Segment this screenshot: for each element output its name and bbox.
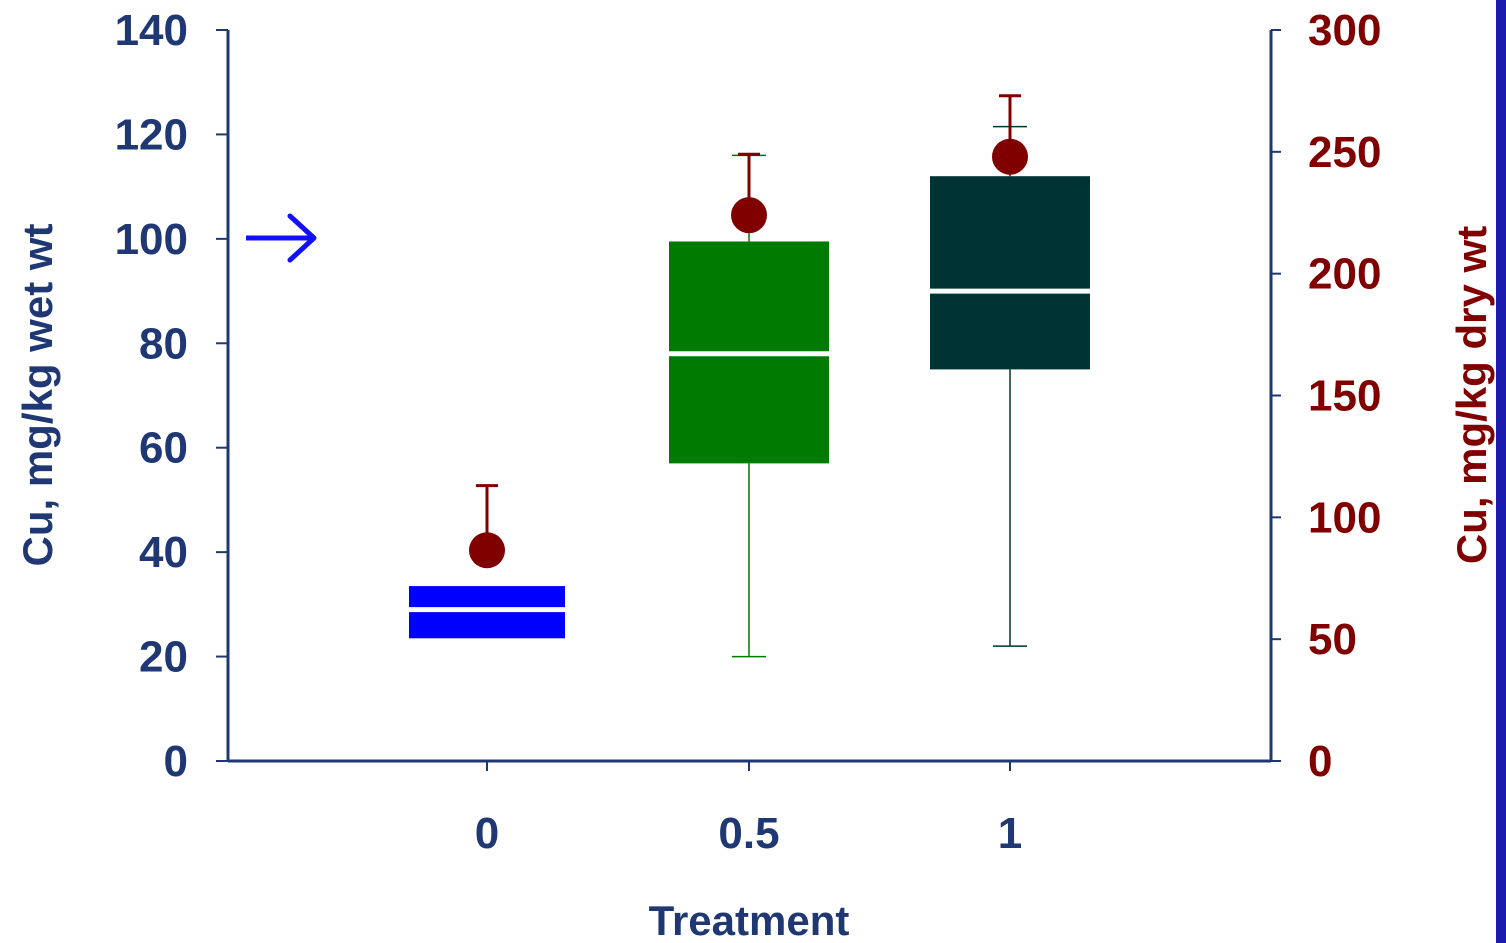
left-axis-ticks: 0 20 40 60 80 100 120 140 xyxy=(115,6,228,786)
left-tick-label: 80 xyxy=(139,319,188,368)
left-tick-label: 140 xyxy=(115,6,188,55)
right-tick-label: 150 xyxy=(1308,372,1381,421)
right-tick-label: 50 xyxy=(1308,615,1357,664)
slide-edge-border xyxy=(1496,0,1506,943)
right-tick-label: 200 xyxy=(1308,250,1381,299)
y-axis-title: Cu, mg/kg wet wt xyxy=(14,223,61,566)
right-axis: 0 50 100 150 200 250 300 xyxy=(1269,6,1381,786)
x-axis-ticks: 0 0.5 1 xyxy=(475,761,1022,858)
x-tick-label: 1 xyxy=(998,809,1022,858)
left-tick-label: 20 xyxy=(139,633,188,682)
left-tick-label: 100 xyxy=(115,215,188,264)
x-tick-label: 0.5 xyxy=(718,809,779,858)
mean-marker xyxy=(992,138,1028,175)
x-axis: 0 0.5 1 xyxy=(228,759,1271,858)
dry-weight-point-0 xyxy=(469,484,505,569)
dry-weight-markers xyxy=(469,94,1028,569)
arrow-head xyxy=(287,213,317,263)
left-tick-label: 40 xyxy=(139,528,188,577)
right-tick-label: 300 xyxy=(1308,6,1381,55)
arrow-annotation xyxy=(246,213,317,263)
box-plot-0.5 xyxy=(669,154,829,658)
left-axis: 0 20 40 60 80 100 120 140 xyxy=(115,6,230,786)
box-plot-1 xyxy=(930,125,1090,647)
box-body xyxy=(409,586,565,639)
left-tick-label: 60 xyxy=(139,424,188,473)
left-tick-label: 0 xyxy=(164,737,188,786)
mean-marker xyxy=(469,532,505,569)
box-plots xyxy=(409,125,1090,658)
y2-axis-title: Cu, mg/kg dry wt xyxy=(1448,226,1495,564)
box-plot-0 xyxy=(409,586,565,639)
dry-weight-point-1 xyxy=(992,94,1028,175)
box-body xyxy=(930,176,1090,370)
right-tick-label: 250 xyxy=(1308,128,1381,177)
mean-marker xyxy=(731,197,767,234)
right-axis-ticks: 0 50 100 150 200 250 300 xyxy=(1271,6,1381,786)
x-axis-title: Treatment xyxy=(649,897,850,943)
right-tick-label: 100 xyxy=(1308,493,1381,542)
left-tick-label: 120 xyxy=(115,110,188,159)
dry-weight-point-0.5 xyxy=(731,152,767,234)
right-tick-label: 0 xyxy=(1308,737,1332,786)
x-tick-label: 0 xyxy=(475,809,499,858)
